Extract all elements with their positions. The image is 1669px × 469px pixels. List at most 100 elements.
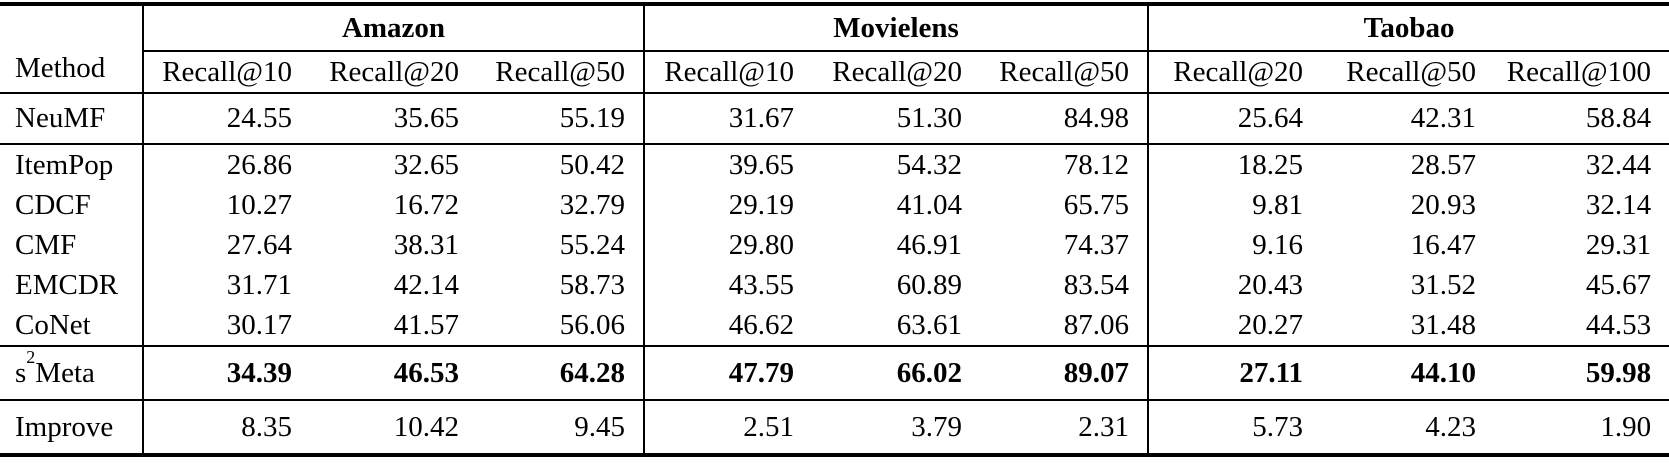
value-cell: 55.24 xyxy=(559,228,626,261)
value-cell: 84.98 xyxy=(980,93,1149,145)
value-cell: 66.02 xyxy=(812,346,981,401)
method-cell: s2Meta xyxy=(0,346,143,401)
method-cell: CDCF xyxy=(15,188,91,221)
value-cell: 3.79 xyxy=(911,410,963,443)
metric-header-taobao-recall50: Recall@50 xyxy=(1321,51,1495,94)
method-cell: Improve xyxy=(15,410,114,443)
value-cell: 58.73 xyxy=(559,268,626,301)
metric-header-movielens-recall20: Recall@20 xyxy=(812,51,981,94)
value-cell: 16.47 xyxy=(1410,228,1477,261)
value-cell: 64.28 xyxy=(477,346,645,401)
group-header-amazon: Amazon xyxy=(141,4,645,52)
value-cell: 29.80 xyxy=(643,225,813,265)
method-label-superscript: 2 xyxy=(26,346,36,367)
group-header-movielens: Movielens xyxy=(643,4,1149,52)
table-row-cdcf: CDCF 10.27 16.72 32.79 29.19 41.04 65.75… xyxy=(0,185,1669,225)
value-cell: 42.31 xyxy=(1321,93,1495,145)
value-cell: 9.45 xyxy=(574,410,626,443)
value-cell: 44.10 xyxy=(1321,346,1495,401)
table-row-emcdr: EMCDR 31.71 42.14 58.73 43.55 60.89 83.5… xyxy=(0,265,1669,305)
value-cell: 46.62 xyxy=(643,305,813,347)
value-cell: 9.16 xyxy=(1147,225,1322,265)
value-cell: 20.43 xyxy=(1147,265,1322,305)
metric-header-row: Recall@10 Recall@20 Recall@50 Recall@10 … xyxy=(0,51,1669,94)
value-cell: 51.30 xyxy=(812,93,981,145)
metric-header-amazon-recall10: Recall@10 xyxy=(142,51,310,94)
value-cell: 50.42 xyxy=(559,148,626,181)
value-cell: 25.64 xyxy=(1147,93,1322,145)
method-column-header: Method xyxy=(0,4,143,94)
value-cell: 41.57 xyxy=(310,305,477,347)
table-row-s2meta: s2Meta 34.39 46.53 64.28 47.79 66.02 89.… xyxy=(0,346,1669,401)
value-cell: 31.71 xyxy=(142,265,310,305)
value-cell: 47.79 xyxy=(643,346,813,401)
results-table: Method Amazon Movielens Taobao Recall@10… xyxy=(0,2,1669,457)
group-header-taobao: Taobao xyxy=(1147,4,1669,52)
value-cell: 89.07 xyxy=(980,346,1149,401)
value-cell: 29.31 xyxy=(1585,228,1652,261)
metric-header-taobao-recall100: Recall@100 xyxy=(1494,51,1669,94)
value-cell: 42.14 xyxy=(393,268,459,301)
value-cell: 20.27 xyxy=(1147,305,1322,347)
value-cell: 20.93 xyxy=(1410,188,1477,221)
group-header-row: Method Amazon Movielens Taobao xyxy=(0,4,1669,94)
value-cell: 54.32 xyxy=(896,148,963,181)
value-cell: 24.55 xyxy=(142,93,310,145)
value-cell: 4.23 xyxy=(1425,410,1477,443)
method-label-rest: Meta xyxy=(35,356,95,389)
value-cell: 46.91 xyxy=(896,228,963,261)
value-cell: 83.54 xyxy=(1063,268,1130,301)
metric-header-movielens-recall10: Recall@10 xyxy=(643,51,813,94)
method-cell: CMF xyxy=(15,228,77,261)
metric-header-amazon-recall20: Recall@20 xyxy=(310,51,477,94)
value-cell: 60.89 xyxy=(896,268,963,301)
value-cell: 87.06 xyxy=(980,305,1149,347)
value-cell: 46.53 xyxy=(310,346,477,401)
value-cell: 32.44 xyxy=(1585,148,1652,181)
value-cell: 26.86 xyxy=(142,144,310,185)
method-cell: CoNet xyxy=(0,305,143,347)
value-cell: 29.19 xyxy=(643,185,813,225)
value-cell: 38.31 xyxy=(393,228,459,261)
value-cell: 2.31 xyxy=(1078,410,1130,443)
value-cell: 30.17 xyxy=(142,305,310,347)
value-cell: 10.42 xyxy=(393,410,459,443)
table-row-cmf: CMF 27.64 38.31 55.24 29.80 46.91 74.37 … xyxy=(0,225,1669,265)
value-cell: 32.79 xyxy=(559,188,626,221)
metric-header-movielens-recall50: Recall@50 xyxy=(980,51,1149,94)
value-cell: 34.39 xyxy=(142,346,310,401)
value-cell: 5.73 xyxy=(1147,400,1322,455)
value-cell: 18.25 xyxy=(1147,144,1322,185)
value-cell: 1.90 xyxy=(1600,410,1652,443)
value-cell: 58.84 xyxy=(1494,93,1669,145)
value-cell: 41.04 xyxy=(896,188,963,221)
value-cell: 31.48 xyxy=(1321,305,1495,347)
value-cell: 56.06 xyxy=(477,305,645,347)
value-cell: 27.11 xyxy=(1147,346,1322,401)
value-cell: 2.51 xyxy=(643,400,813,455)
value-cell: 59.98 xyxy=(1494,346,1669,401)
value-cell: 27.64 xyxy=(142,225,310,265)
value-cell: 10.27 xyxy=(142,185,310,225)
value-cell: 31.67 xyxy=(643,93,813,145)
value-cell: 8.35 xyxy=(142,400,310,455)
value-cell: 78.12 xyxy=(1063,148,1130,181)
value-cell: 32.14 xyxy=(1585,188,1652,221)
value-cell: 65.75 xyxy=(1063,188,1130,221)
value-cell: 35.65 xyxy=(310,93,477,145)
value-cell: 39.65 xyxy=(643,144,813,185)
table-row-neumf: NeuMF 24.55 35.65 55.19 31.67 51.30 84.9… xyxy=(0,93,1669,145)
metric-header-taobao-recall20: Recall@20 xyxy=(1147,51,1322,94)
value-cell: 55.19 xyxy=(477,93,645,145)
value-cell: 45.67 xyxy=(1585,268,1652,301)
table-row-itempop: ItemPop 26.86 32.65 50.42 39.65 54.32 78… xyxy=(0,144,1669,185)
value-cell: 63.61 xyxy=(812,305,981,347)
method-cell: EMCDR xyxy=(15,268,119,301)
metric-header-amazon-recall50: Recall@50 xyxy=(477,51,645,94)
value-cell: 43.55 xyxy=(643,265,813,305)
table-row-conet: CoNet 30.17 41.57 56.06 46.62 63.61 87.0… xyxy=(0,305,1669,347)
value-cell: 28.57 xyxy=(1410,148,1477,181)
value-cell: 16.72 xyxy=(393,188,459,221)
value-cell: 32.65 xyxy=(393,148,459,181)
value-cell: 44.53 xyxy=(1494,305,1669,347)
